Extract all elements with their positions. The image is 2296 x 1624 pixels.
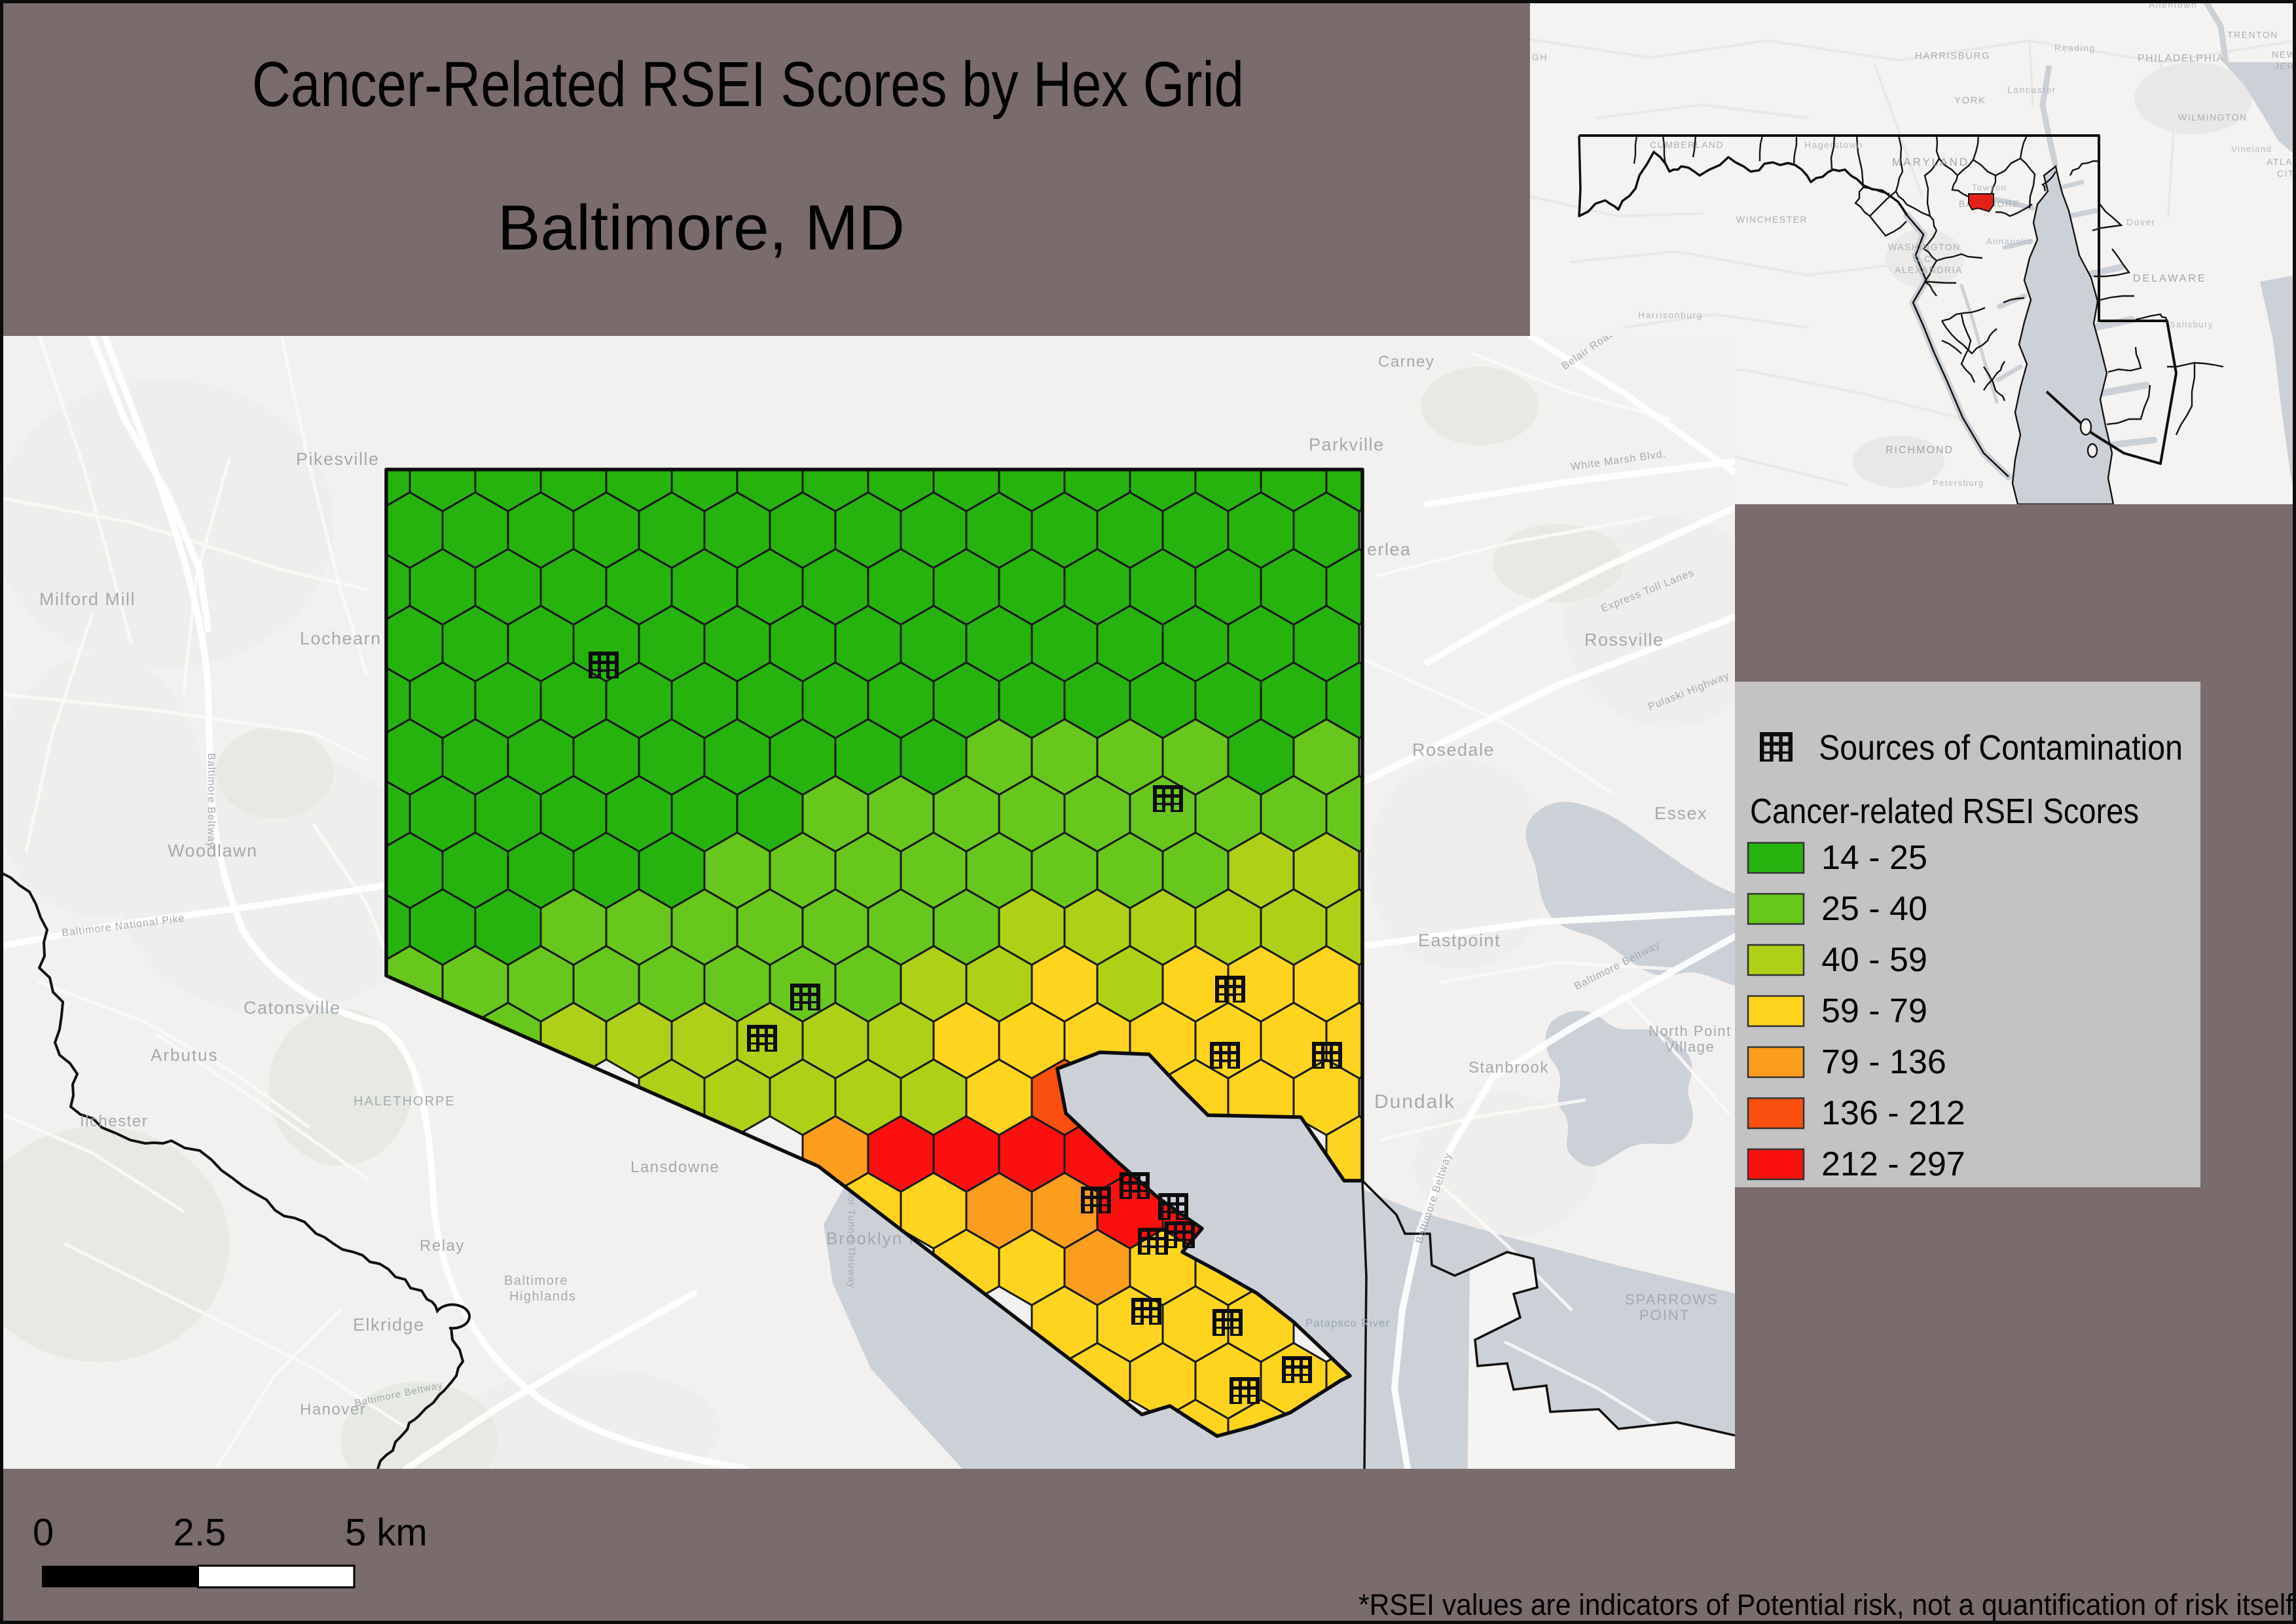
svg-text:POINT: POINT <box>1639 1307 1690 1323</box>
svg-text:Essex: Essex <box>1654 803 1707 823</box>
svg-text:ATLAN: ATLAN <box>2267 157 2296 167</box>
svg-text:Baltimore Beltway: Baltimore Beltway <box>206 753 217 848</box>
svg-text:Hanover: Hanover <box>300 1401 366 1418</box>
svg-text:Harbor Tunnel Thruway: Harbor Tunnel Thruway <box>846 1172 857 1288</box>
svg-text:SPARROWS: SPARROWS <box>1625 1291 1719 1308</box>
svg-text:*RSEI values are indicators of: *RSEI values are indicators of Potential… <box>1358 1588 2293 1621</box>
svg-text:HALETHORPE: HALETHORPE <box>354 1094 456 1109</box>
svg-text:Dover: Dover <box>2126 217 2156 227</box>
svg-text:WINCHESTER: WINCHESTER <box>1736 214 1808 225</box>
svg-text:Milford Mill: Milford Mill <box>39 589 136 609</box>
svg-text:DELAWARE: DELAWARE <box>2133 273 2207 284</box>
svg-text:Elkridge: Elkridge <box>353 1315 425 1335</box>
svg-text:2.5: 2.5 <box>173 1511 227 1554</box>
svg-text:JER: JER <box>2274 61 2295 71</box>
svg-text:Woodlawn: Woodlawn <box>168 841 258 860</box>
svg-text:WILMINGTON: WILMINGTON <box>2178 112 2248 122</box>
svg-text:5 km: 5 km <box>345 1511 428 1554</box>
svg-text:Annapolis: Annapolis <box>1986 236 2033 246</box>
svg-text:North Point: North Point <box>1649 1023 1732 1039</box>
svg-text:WASHINGTON: WASHINGTON <box>1888 242 1961 252</box>
svg-text:RICHMOND: RICHMOND <box>1886 445 1954 456</box>
svg-text:Highlands: Highlands <box>509 1289 576 1304</box>
svg-text:CIT: CIT <box>2277 168 2295 179</box>
svg-text:Pikesville: Pikesville <box>296 449 380 469</box>
svg-text:Relay: Relay <box>420 1237 465 1255</box>
svg-text:212 - 297: 212 - 297 <box>1821 1145 1965 1183</box>
svg-text:Baltimore: Baltimore <box>504 1274 568 1288</box>
svg-text:Reading: Reading <box>2054 43 2096 53</box>
svg-text:Vineland: Vineland <box>2231 144 2272 154</box>
svg-text:Lansdowne: Lansdowne <box>630 1158 720 1176</box>
svg-text:YORK: YORK <box>1954 95 1986 106</box>
svg-text:25 - 40: 25 - 40 <box>1821 890 1927 928</box>
svg-text:Ilchester: Ilchester <box>80 1113 148 1130</box>
svg-text:Rosedale: Rosedale <box>1412 740 1495 760</box>
svg-text:Catonsville: Catonsville <box>244 998 341 1018</box>
svg-text:Parkville: Parkville <box>1309 435 1385 454</box>
svg-text:79 - 136: 79 - 136 <box>1821 1043 1946 1081</box>
svg-text:Carney: Carney <box>1378 353 1434 371</box>
svg-text:Towson: Towson <box>1972 183 2007 193</box>
svg-text:Arbutus: Arbutus <box>151 1045 219 1065</box>
svg-text:Cancer-Related RSEI Scores by: Cancer-Related RSEI Scores by Hex Grid <box>252 48 1244 120</box>
svg-text:Salisbury: Salisbury <box>2170 320 2214 329</box>
svg-text:MARYLAND: MARYLAND <box>1892 156 1969 168</box>
svg-text:0: 0 <box>33 1511 54 1554</box>
svg-text:NEW: NEW <box>2272 49 2296 60</box>
svg-text:ALEXANDRIA: ALEXANDRIA <box>1895 265 1963 275</box>
svg-text:Baltimore, MD: Baltimore, MD <box>498 192 905 263</box>
svg-text:D.C.: D.C. <box>1913 253 1935 264</box>
svg-text:PHILADELPHIA: PHILADELPHIA <box>2138 53 2225 64</box>
svg-text:Village: Village <box>1665 1039 1715 1055</box>
svg-text:Petersburg: Petersburg <box>1933 478 1984 488</box>
svg-text:59 - 79: 59 - 79 <box>1821 992 1927 1030</box>
svg-text:Lochearn: Lochearn <box>300 629 382 648</box>
svg-text:Sources of Contamination: Sources of Contamination <box>1819 728 2183 767</box>
svg-text:Hagerstown: Hagerstown <box>1804 139 1863 150</box>
svg-text:Lancaster: Lancaster <box>2007 84 2056 95</box>
svg-text:erlea: erlea <box>1367 540 1412 559</box>
svg-text:TRENTON: TRENTON <box>2227 29 2278 40</box>
svg-text:40 - 59: 40 - 59 <box>1821 941 1927 979</box>
svg-text:Stanbrook: Stanbrook <box>1468 1059 1549 1077</box>
svg-text:HARRISBURG: HARRISBURG <box>1915 50 1990 62</box>
svg-text:GH: GH <box>1532 52 1548 62</box>
svg-text:Cancer-related RSEI Scores: Cancer-related RSEI Scores <box>1750 792 2139 831</box>
svg-text:Eastpoint: Eastpoint <box>1418 931 1501 950</box>
svg-text:CUMBERLAND: CUMBERLAND <box>1650 139 1724 150</box>
svg-text:Patapsco River: Patapsco River <box>1305 1317 1390 1329</box>
svg-text:Rossville: Rossville <box>1584 630 1664 650</box>
svg-text:14 - 25: 14 - 25 <box>1821 839 1927 877</box>
svg-text:Harrisonburg: Harrisonburg <box>1638 310 1703 320</box>
svg-text:Dundalk: Dundalk <box>1374 1091 1455 1113</box>
svg-text:136 - 212: 136 - 212 <box>1821 1094 1965 1132</box>
